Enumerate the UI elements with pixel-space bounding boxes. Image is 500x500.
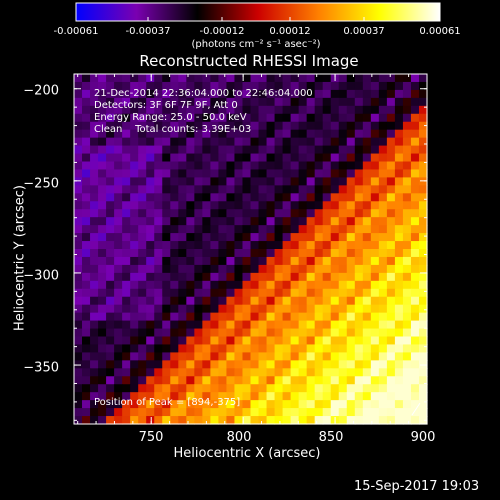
colorbar-tick-label: -0.00012 — [199, 26, 245, 37]
x-tick-label: 800 — [226, 430, 252, 445]
peak-marker — [411, 402, 421, 416]
x-tick-label: 900 — [410, 430, 436, 445]
colorbar — [75, 2, 441, 22]
y-axis-label: Heliocentric Y (arcsec) — [12, 185, 28, 331]
time-range-annotation: 21-Dec-2014 22:36:04.000 to 22:46:04.000 — [94, 88, 313, 99]
y-tick-label: −350 — [23, 360, 59, 376]
y-tick-label: −250 — [23, 176, 59, 192]
footer-timestamp: 15-Sep-2017 19:03 — [354, 479, 480, 494]
x-tick-label: 850 — [318, 430, 344, 445]
x-tick-label: 750 — [138, 430, 164, 445]
x-axis-label: Heliocentric X (arcsec) — [173, 446, 321, 461]
y-tick-label: −200 — [23, 83, 59, 99]
clean-counts-annotation: Clean Total counts: 3.39E+03 — [94, 124, 252, 135]
chart-title: Reconstructed RHESSI Image — [139, 52, 359, 70]
colorbar-tick-label: 0.00061 — [419, 26, 461, 37]
colorbar-tick-label: -0.00061 — [53, 26, 99, 37]
plot-frame — [73, 73, 428, 425]
colorbar-tick-label: -0.00037 — [125, 26, 171, 37]
energy-range-annotation: Energy Range: 25.0 - 50.0 keV — [94, 112, 247, 123]
detectors-annotation: Detectors: 3F 6F 7F 9F, Att 0 — [94, 100, 238, 111]
heatmap-image — [74, 74, 428, 425]
colorbar-tick-label: 0.00037 — [343, 26, 385, 37]
peak-position-annotation: Position of Peak = [894,-375] — [94, 397, 241, 408]
colorbar-tick-label: 0.00012 — [269, 26, 311, 37]
colorbar-unit-label: (photons cm⁻² s⁻¹ asec⁻²) — [191, 39, 321, 50]
y-tick-label: −300 — [23, 268, 59, 284]
